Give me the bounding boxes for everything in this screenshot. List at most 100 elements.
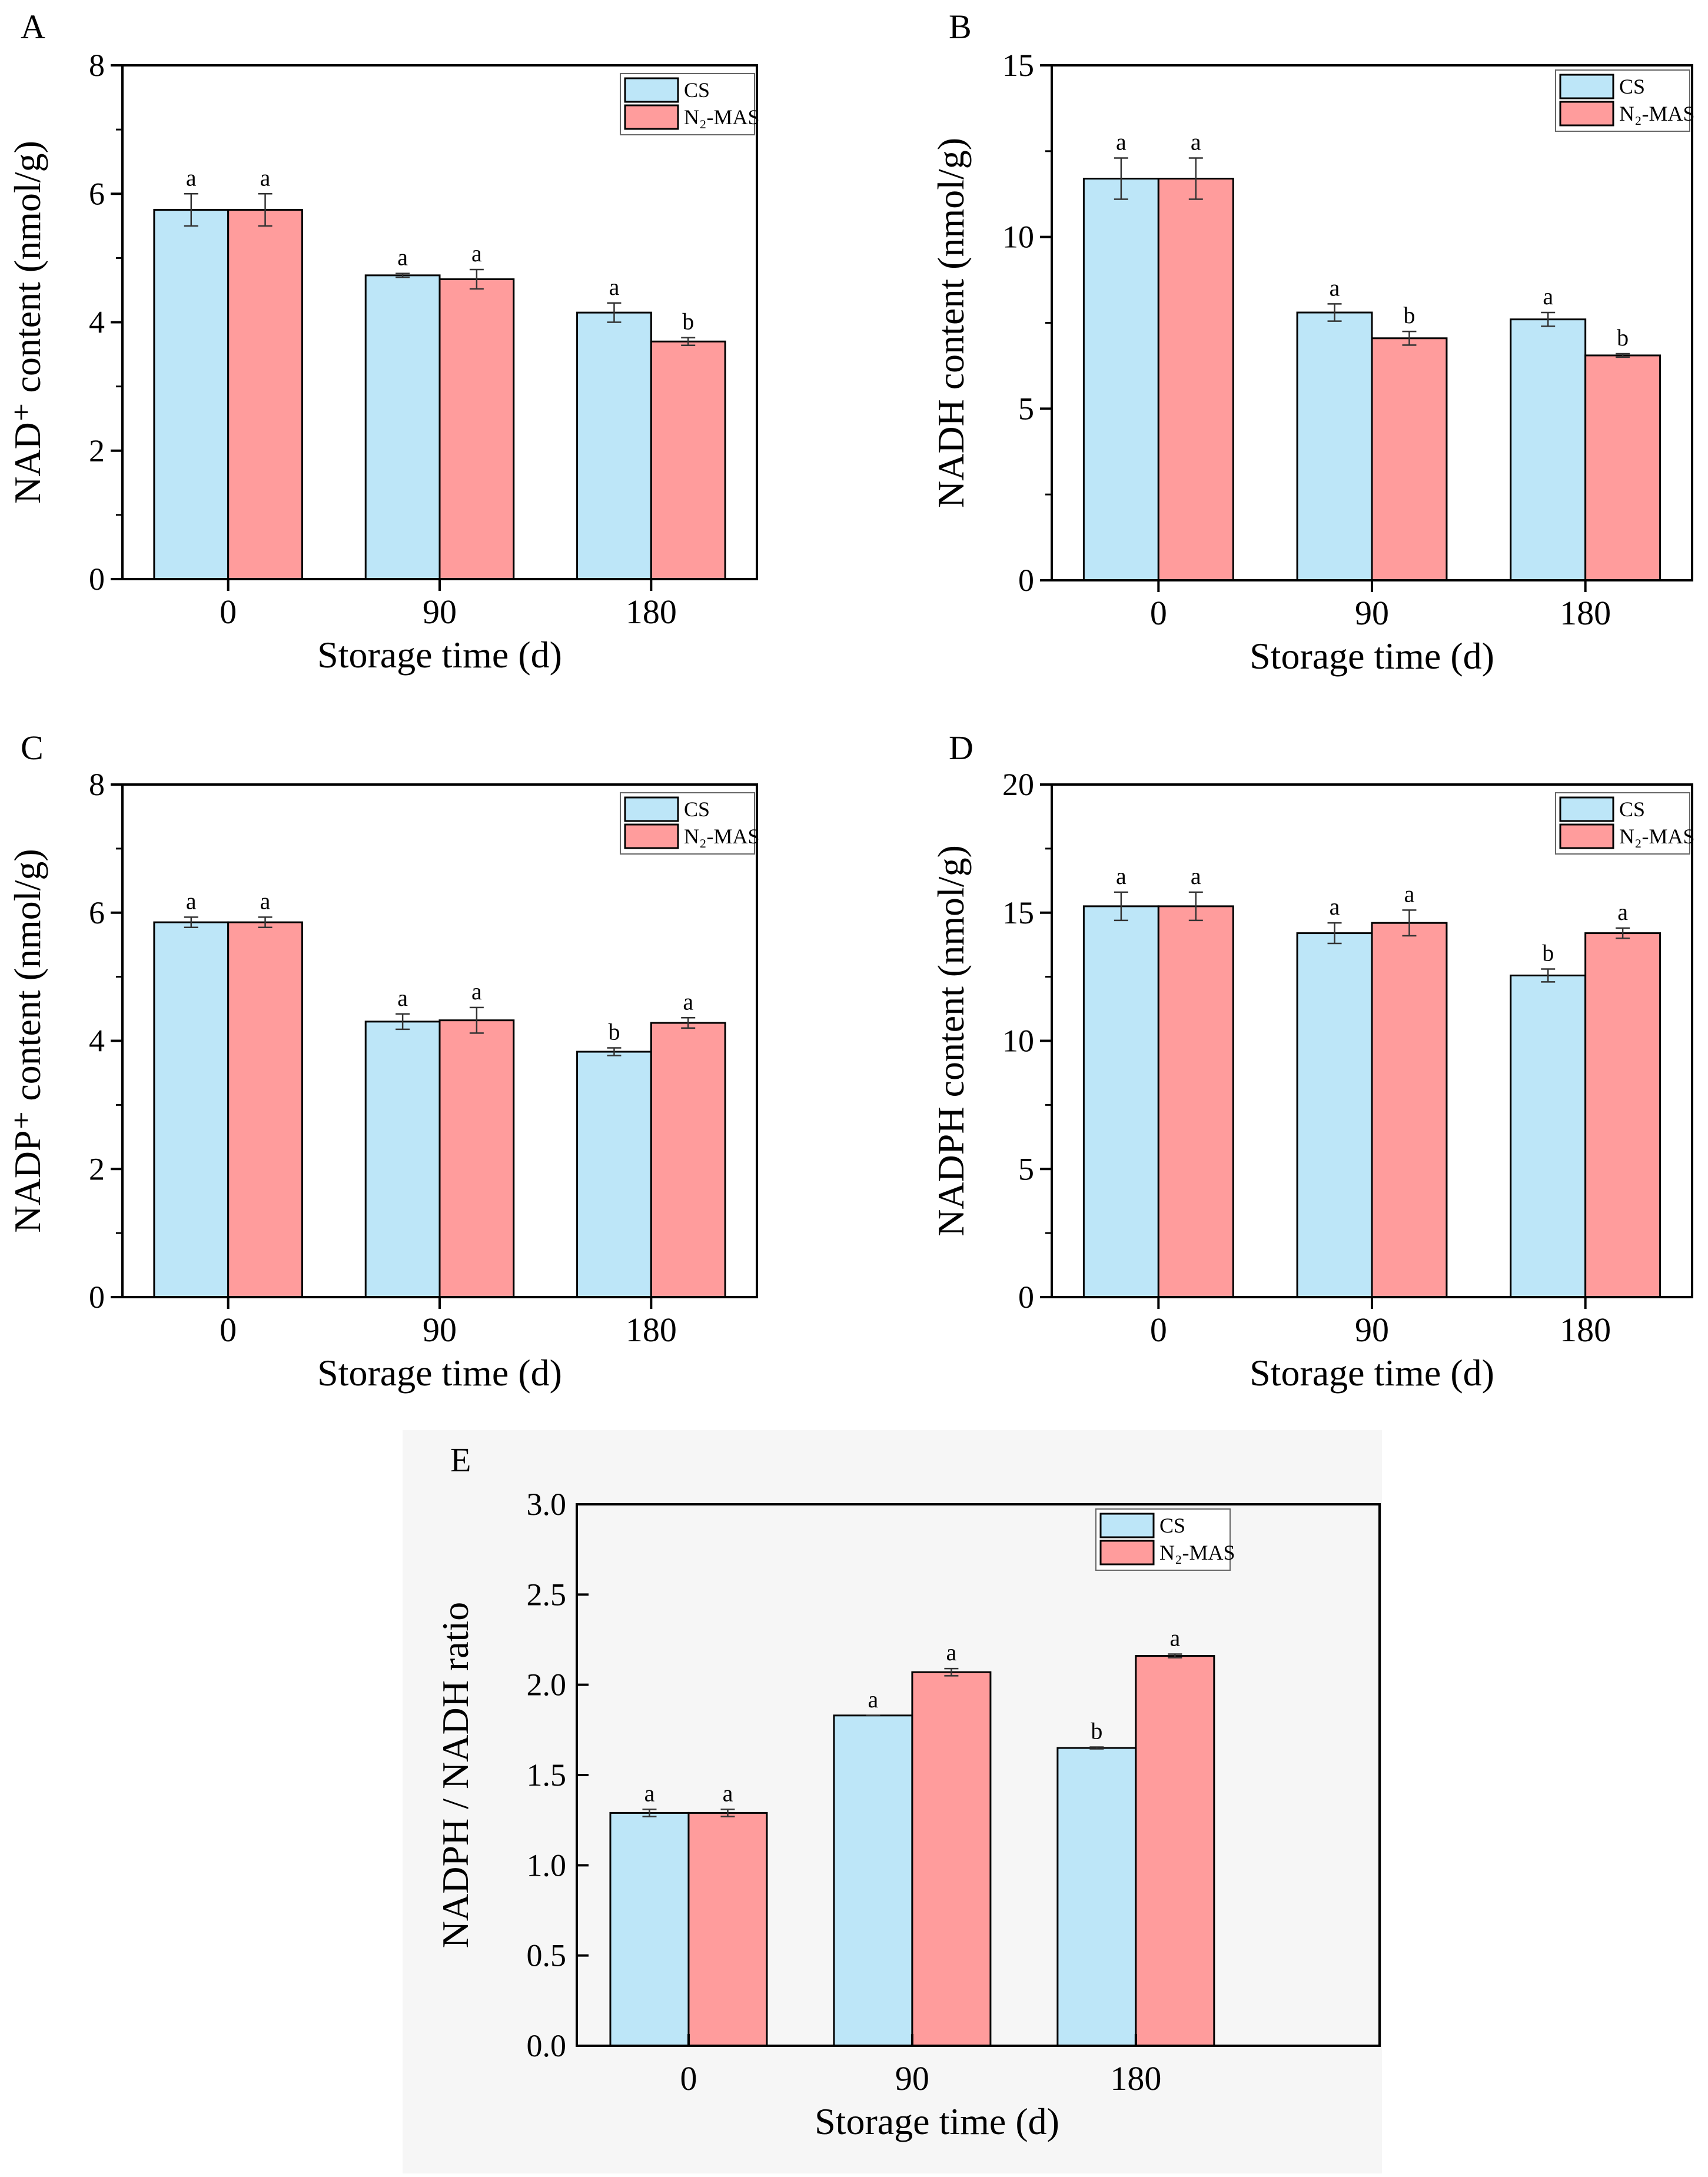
- bar-n2-mas-0: [1157, 905, 1234, 1298]
- error-bar: [681, 1017, 696, 1029]
- significance-letter: a: [683, 988, 693, 1015]
- error-bar: [1327, 303, 1342, 322]
- y-tick-label: 5: [1018, 1151, 1034, 1186]
- y-axis-title: NADP⁺ content (nmol/g): [6, 849, 48, 1232]
- panel-a: Aa a a a a b 0 2 4 6 8 0 90 180 Storage time (d) NAD⁺ c…: [6, 8, 760, 676]
- x-axis-title: Storage time (d): [317, 634, 562, 676]
- x-tick-label: 0: [220, 593, 237, 631]
- y-tick-label: 3.0: [527, 1487, 567, 1522]
- y-tick-label: 20: [1002, 767, 1034, 802]
- legend-swatch-n2-mas: [624, 104, 679, 130]
- y-tick-label: 6: [89, 895, 105, 930]
- bar-cs-90: [833, 1714, 913, 2047]
- y-tick-label: 2.0: [527, 1667, 567, 1703]
- x-tick-label: 180: [1560, 594, 1611, 632]
- error-bar: [1188, 157, 1203, 200]
- y-tick-label: 10: [1002, 1023, 1034, 1059]
- bar-n2-mas-180: [650, 340, 726, 580]
- error-bar: [1402, 330, 1417, 346]
- y-tick-label: 0: [1018, 1279, 1034, 1315]
- significance-letter: a: [1543, 283, 1553, 310]
- y-tick-label: 15: [1002, 48, 1034, 83]
- bar-cs-0: [153, 921, 230, 1298]
- x-tick-label: 180: [626, 1311, 677, 1349]
- y-tick-label: 2: [89, 1151, 105, 1186]
- significance-letter: a: [644, 1780, 655, 1806]
- panel-label: A: [21, 8, 45, 46]
- error-bar: [642, 1809, 657, 1817]
- bar-n2-mas-90: [438, 1019, 515, 1298]
- significance-letter: a: [609, 274, 620, 300]
- x-tick-label: 90: [423, 593, 457, 631]
- legend-label-n2-mas: N₂-MAS: [1619, 102, 1695, 125]
- error-bar: [607, 1047, 622, 1056]
- significance-letter: a: [260, 888, 271, 914]
- x-tick-label: 90: [1355, 594, 1389, 632]
- y-tick-label: 0: [1018, 563, 1034, 598]
- y-tick-label: 15: [1002, 895, 1034, 930]
- significance-letter: a: [1191, 863, 1201, 889]
- panel-b: Ba a a a b b 0 5 10 15 0 90 180 Storage time (d) NADH …: [930, 8, 1695, 677]
- significance-letter: a: [260, 164, 271, 191]
- significance-letter: b: [1617, 324, 1629, 351]
- y-axis-title: NAD⁺ content (nmol/g): [6, 141, 48, 504]
- bar-n2-mas-0: [1157, 178, 1234, 581]
- bar-n2-mas-0: [687, 1812, 768, 2047]
- significance-letter: a: [397, 244, 408, 271]
- bar-n2-mas-0: [227, 921, 303, 1298]
- y-tick-label: 1.0: [527, 1847, 567, 1883]
- bar-cs-180: [576, 1051, 652, 1298]
- y-tick-label: 2: [89, 433, 105, 468]
- y-axis-title: NADPH / NADH ratio: [434, 1602, 476, 1948]
- significance-letter: a: [868, 1686, 879, 1713]
- significance-letter: b: [682, 308, 694, 335]
- y-tick-label: 1.5: [527, 1757, 567, 1793]
- significance-letter: a: [1330, 274, 1340, 301]
- error-bar: [681, 337, 696, 347]
- x-axis-title: Storage time (d): [317, 1352, 562, 1394]
- significance-letter: a: [1404, 880, 1415, 907]
- x-tick-label: 0: [220, 1311, 237, 1349]
- bar-n2-mas-180: [650, 1022, 726, 1298]
- panel-label: C: [21, 729, 44, 767]
- significance-letter: a: [471, 240, 482, 267]
- y-tick-label: 0: [89, 561, 105, 597]
- panel-d: Da a b a a a 0 5 10 15 20 0 90 180 Storage time (d) NAD…: [930, 729, 1695, 1394]
- error-bar: [1616, 927, 1630, 939]
- x-tick-label: 0: [680, 2059, 697, 2098]
- legend: CS N₂-MAS: [620, 792, 760, 855]
- significance-letter: b: [1091, 1717, 1102, 1744]
- bar-cs-90: [1296, 311, 1373, 581]
- y-tick-label: 5: [1018, 391, 1034, 426]
- y-tick-label: 0.5: [527, 1938, 567, 1973]
- legend-label-n2-mas: N₂-MAS: [1159, 1541, 1235, 1564]
- significance-letter: a: [1330, 893, 1340, 920]
- error-bar: [469, 268, 484, 290]
- legend-swatch-cs: [624, 796, 679, 822]
- legend-label-n2-mas: N₂-MAS: [1619, 825, 1695, 848]
- legend-label-cs: CS: [684, 797, 710, 821]
- legend-swatch-n2-mas: [1559, 101, 1614, 127]
- panel-label: E: [450, 1441, 471, 1479]
- error-bar: [720, 1809, 735, 1817]
- panel-label: B: [949, 8, 972, 46]
- legend-swatch-cs: [1559, 796, 1614, 822]
- bar-cs-180: [576, 311, 652, 580]
- bar-cs-180: [1510, 974, 1587, 1298]
- error-bar: [1541, 311, 1556, 327]
- x-tick-label: 0: [1150, 1311, 1167, 1349]
- bar-cs-0: [609, 1812, 690, 2047]
- bar-cs-90: [364, 274, 441, 580]
- error-bar: [258, 916, 273, 929]
- x-tick-label: 180: [1110, 2059, 1161, 2098]
- y-tick-label: 8: [89, 767, 105, 802]
- legend-swatch-cs: [624, 77, 679, 103]
- error-bar: [1168, 1653, 1182, 1658]
- legend-swatch-cs: [1099, 1513, 1155, 1538]
- error-bar: [1114, 157, 1128, 200]
- bar-cs-0: [1082, 905, 1159, 1298]
- error-bar: [1327, 922, 1342, 945]
- x-tick-label: 180: [626, 593, 677, 631]
- significance-letter: a: [186, 164, 197, 191]
- y-tick-label: 4: [89, 305, 105, 340]
